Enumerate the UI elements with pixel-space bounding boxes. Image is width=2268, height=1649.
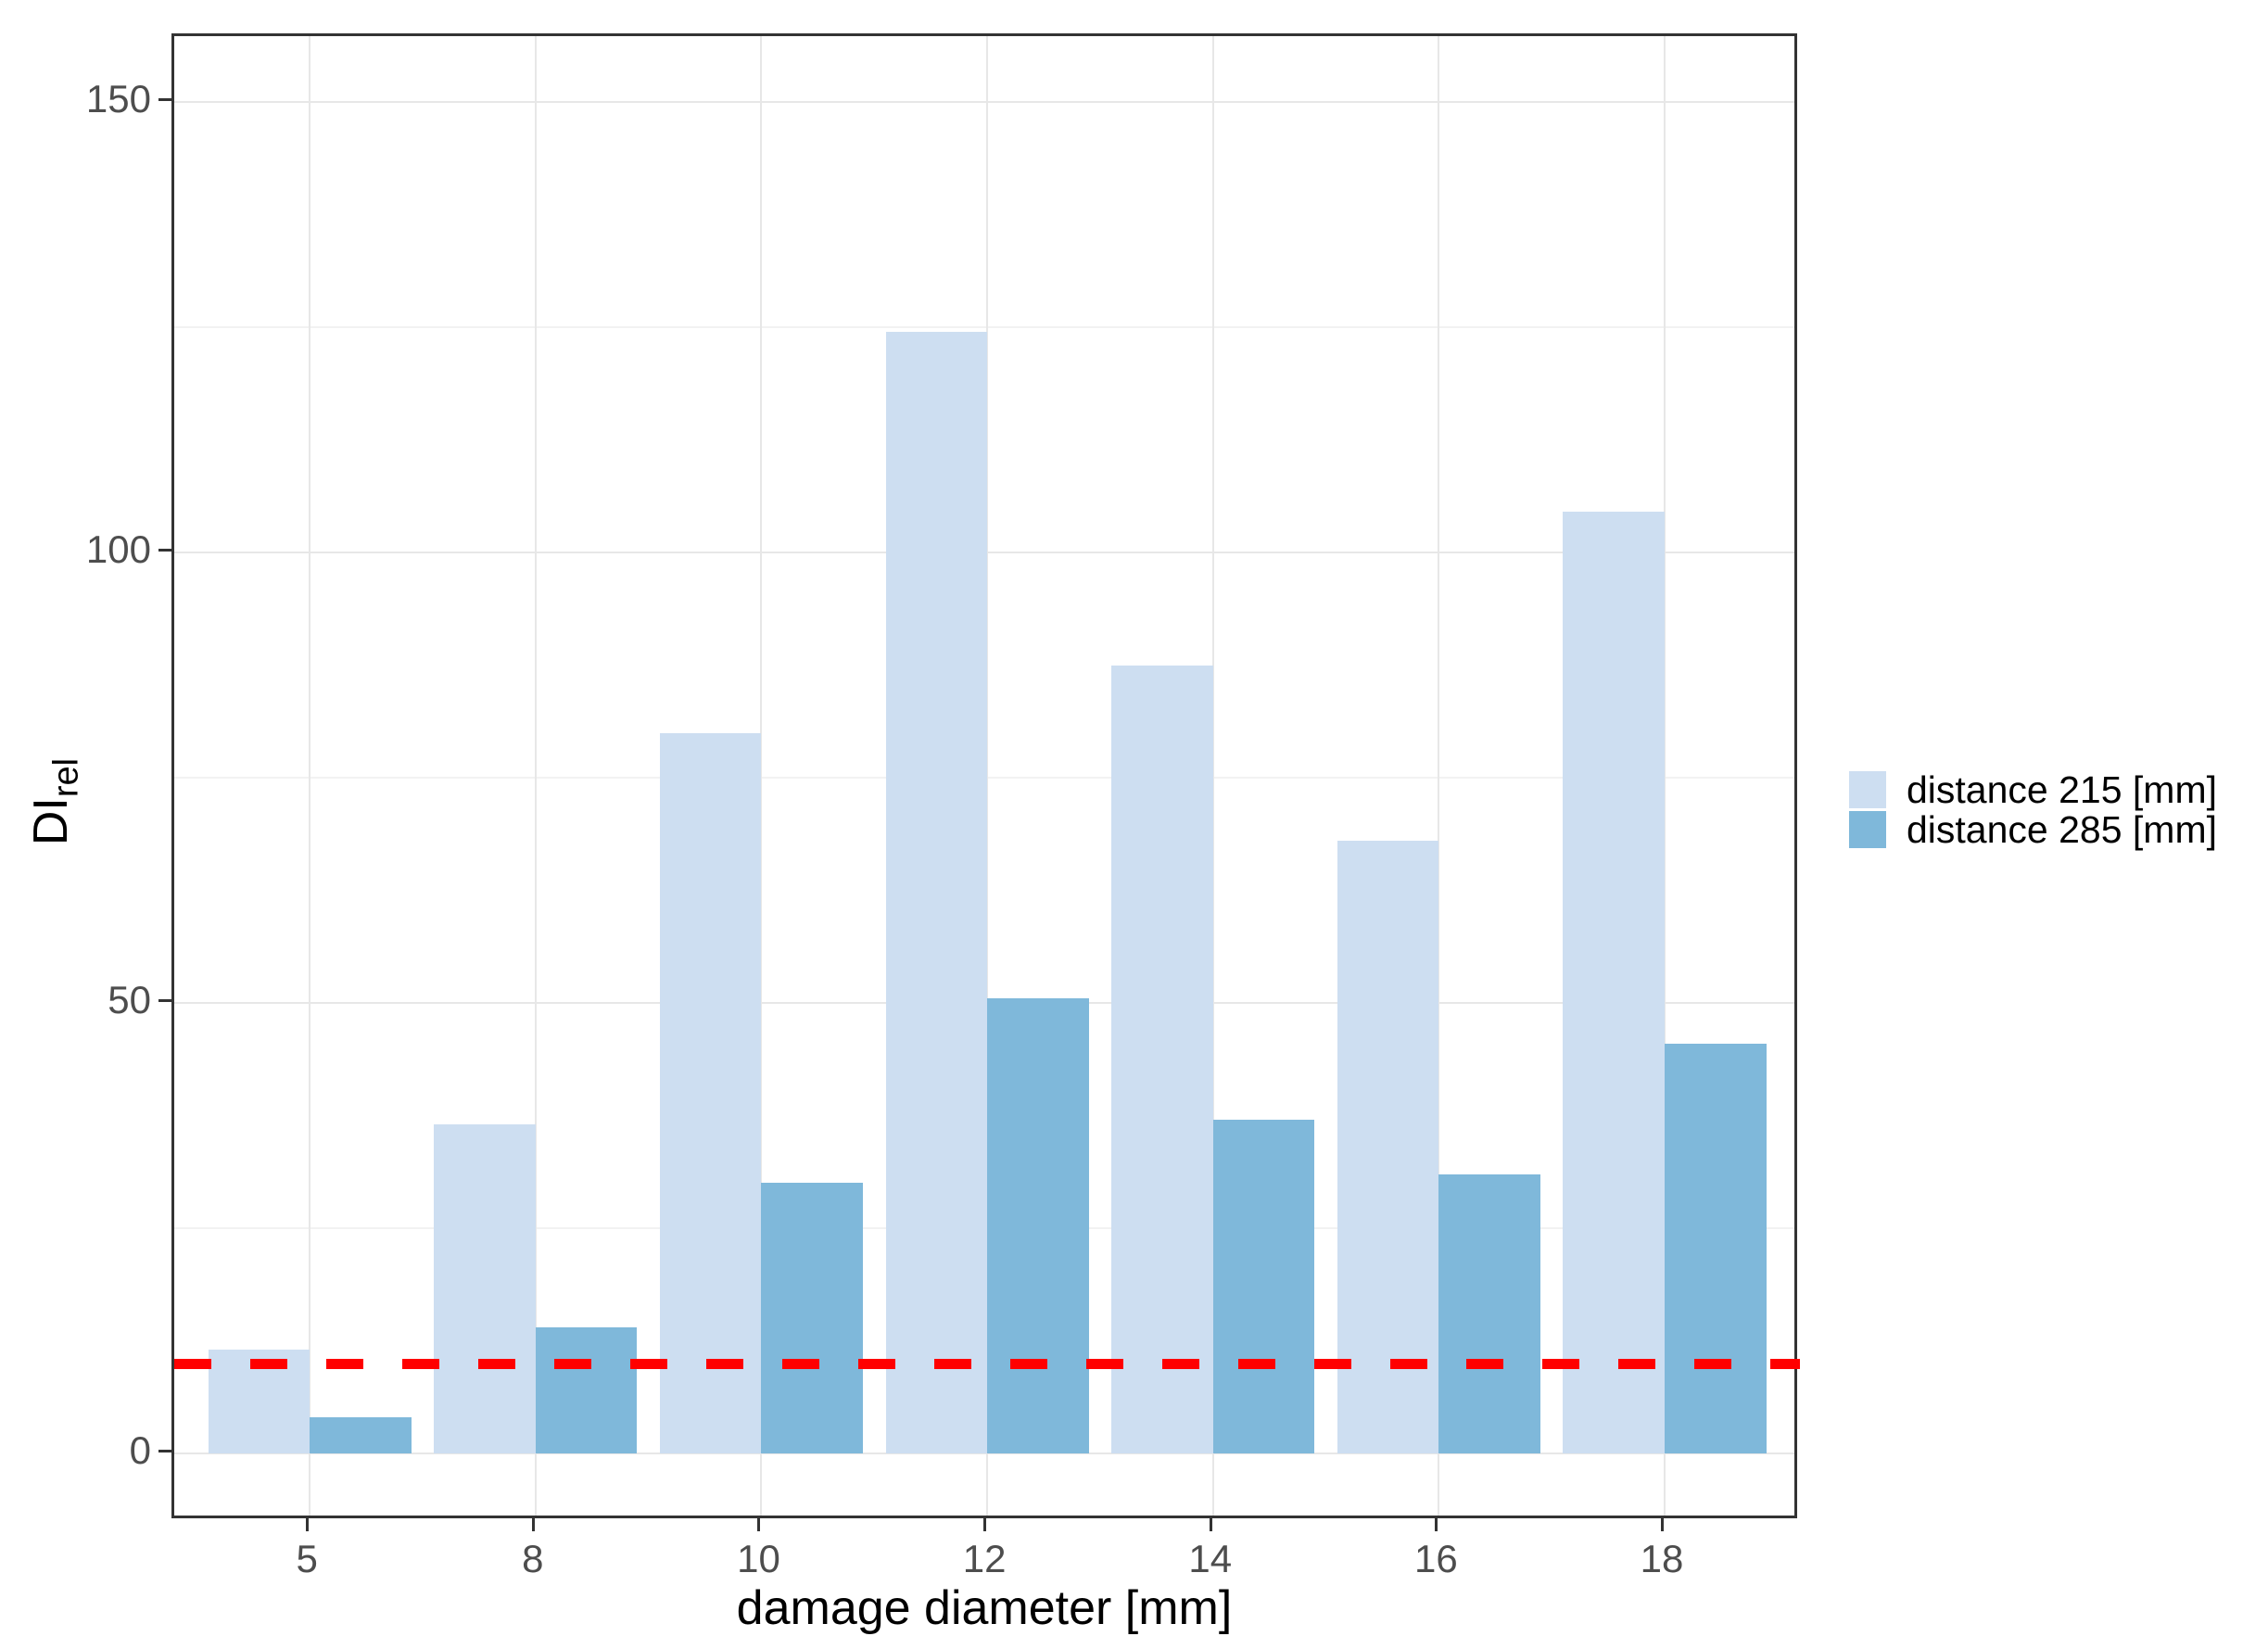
- gridline-vert-x-18: [1664, 36, 1666, 1516]
- legend-entry-distance-215: distance 215 [mm]: [1849, 767, 2217, 811]
- bar-215-x18: [1563, 512, 1666, 1453]
- bar-285-x5: [310, 1417, 412, 1453]
- legend-swatch-distance-285: [1849, 811, 1886, 848]
- x-tick-label-10: 10: [737, 1537, 780, 1580]
- y-axis-title-main: DI: [24, 797, 79, 846]
- legend-label-distance-285: distance 285 [mm]: [1907, 807, 2217, 851]
- gridline-vert-x-8: [534, 36, 537, 1516]
- x-tick-label-5: 5: [296, 1537, 318, 1580]
- x-tickmark-5: [306, 1518, 310, 1531]
- y-tick-label-0: 0: [129, 1428, 151, 1472]
- x-tick-label-14: 14: [1188, 1537, 1233, 1580]
- bar-215-x12: [885, 332, 988, 1453]
- x-tickmark-12: [983, 1518, 987, 1531]
- y-tick-label-100: 100: [85, 527, 151, 572]
- gridline-vert-x-14: [1211, 36, 1214, 1516]
- gridline-major-y-150: [174, 101, 1794, 104]
- bar-285-x8: [535, 1326, 638, 1453]
- bar-215-x14: [1111, 665, 1213, 1453]
- bar-215-x16: [1337, 841, 1439, 1453]
- x-tick-label-18: 18: [1640, 1537, 1684, 1580]
- x-tickmark-8: [531, 1518, 535, 1531]
- x-tickmark-16: [1435, 1518, 1438, 1531]
- gridline-vert-x-12: [986, 36, 989, 1516]
- bar-285-x14: [1212, 1120, 1315, 1453]
- y-tick-label-50: 50: [108, 978, 151, 1022]
- x-tick-label-8: 8: [522, 1537, 544, 1580]
- x-tick-label-12: 12: [962, 1537, 1007, 1580]
- bar-285-x10: [761, 1183, 864, 1453]
- gridline-vert-x-16: [1438, 36, 1440, 1516]
- y-axis-title: DIrel: [23, 758, 85, 846]
- bar-285-x18: [1665, 1043, 1767, 1453]
- legend-entry-distance-285: distance 285 [mm]: [1849, 807, 2217, 851]
- bar-285-x12: [987, 998, 1089, 1453]
- reference-dashed-line: [174, 1358, 1800, 1369]
- legend-swatch-distance-215: [1849, 771, 1886, 808]
- gridline-major-y-0: [174, 1452, 1794, 1454]
- bar-215-x10: [659, 732, 762, 1453]
- x-tick-label-16: 16: [1414, 1537, 1458, 1580]
- y-tickmark-0: [158, 1450, 171, 1452]
- gridline-vert-x-5: [309, 36, 311, 1516]
- bar-285-x16: [1438, 1173, 1540, 1453]
- y-tickmark-50: [158, 999, 171, 1003]
- gridline-minor-y-125: [174, 326, 1794, 329]
- y-tickmark-100: [158, 549, 171, 552]
- plot-panel: [171, 33, 1800, 1518]
- y-axis-title-subscript: rel: [46, 757, 86, 798]
- y-tickmark-150: [158, 98, 171, 102]
- x-axis-title: damage diameter [mm]: [736, 1581, 1233, 1635]
- x-tickmark-18: [1661, 1518, 1665, 1531]
- legend-label-distance-215: distance 215 [mm]: [1907, 767, 2217, 811]
- y-tick-label-150: 150: [85, 77, 151, 121]
- gridline-vert-x-10: [760, 36, 763, 1516]
- x-tickmark-10: [757, 1518, 761, 1531]
- x-tickmark-14: [1209, 1518, 1212, 1531]
- legend: distance 215 [mm] distance 285 [mm]: [1849, 767, 2217, 851]
- bar-215-x8: [434, 1124, 536, 1453]
